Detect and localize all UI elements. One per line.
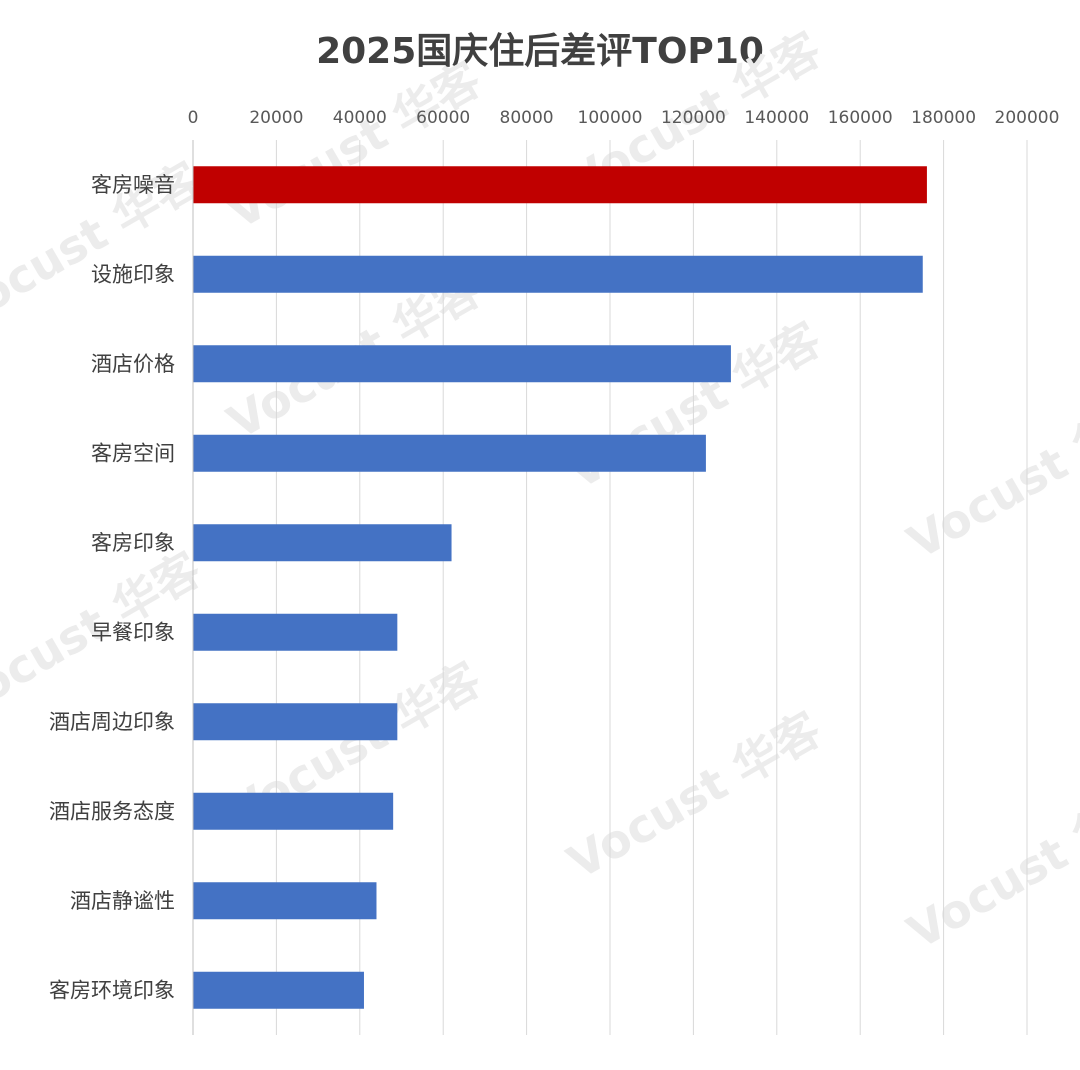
watermark-text: Vocust 华客 [219,52,490,240]
x-tick-label: 0 [188,108,199,128]
chart-title: 2025国庆住后差评TOP10 [316,31,764,72]
bar [193,345,731,383]
bar [193,434,706,472]
x-tick-label: 40000 [333,108,387,128]
category-label: 酒店价格 [91,352,175,376]
x-tick-label: 100000 [578,108,643,128]
bar [193,166,927,204]
x-tick-label: 80000 [500,108,554,128]
category-label: 酒店服务态度 [49,799,175,823]
bar [193,613,398,651]
x-tick-label: 120000 [661,108,726,128]
x-tick-label: 160000 [828,108,893,128]
category-label: 早餐印象 [91,620,175,644]
x-tick-label: 60000 [416,108,470,128]
bar [193,255,923,293]
category-label: 设施印象 [91,262,175,286]
bar [193,703,398,741]
x-tick-label: 200000 [995,108,1060,128]
category-label: 客房空间 [91,441,175,465]
x-tick-label: 20000 [249,108,303,128]
bar [193,524,452,562]
category-label: 酒店静谧性 [70,889,175,913]
watermark-text: Vocust 华客 [899,772,1080,960]
watermark-text: Vocust 华客 [559,702,830,890]
bar [193,971,364,1009]
category-label: 客房噪音 [91,173,175,197]
bar [193,882,377,920]
category-label: 酒店周边印象 [49,710,175,734]
bar [193,792,394,830]
category-label: 客房印象 [91,531,175,555]
watermark-text: Vocust 华客 [899,382,1080,570]
x-tick-label: 180000 [911,108,976,128]
category-label: 客房环境印象 [49,978,175,1002]
x-tick-label: 140000 [744,108,809,128]
